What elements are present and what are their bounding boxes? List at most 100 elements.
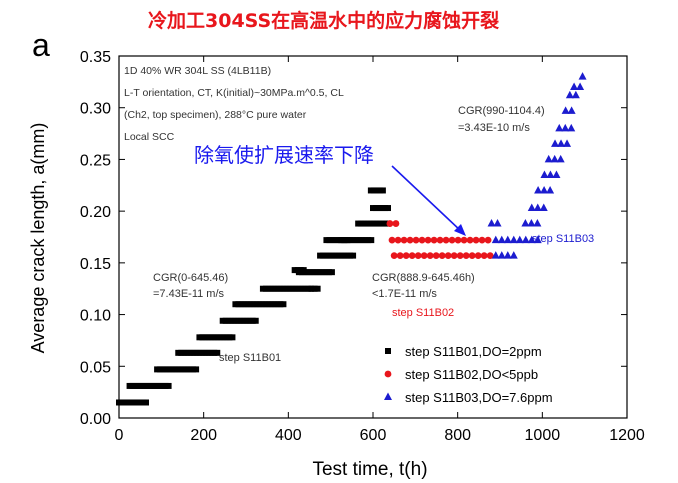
data-point: [420, 252, 428, 260]
x-tick-label: 0: [115, 427, 124, 444]
data-point: [390, 252, 398, 260]
data-point: [565, 90, 574, 99]
data-point: [328, 269, 335, 276]
data-point: [406, 236, 414, 244]
data-point: [388, 236, 396, 244]
data-point: [533, 203, 542, 212]
cgr-mid-line2: <1.7E-11 m/s: [372, 288, 437, 300]
data-point: [503, 235, 512, 244]
data-point: [418, 236, 426, 244]
legend-label: step S11B03,DO=7.6ppm: [405, 390, 553, 405]
data-point: [392, 220, 400, 227]
y-tick-label: 0.10: [80, 308, 111, 325]
data-point: [454, 236, 462, 244]
data-point: [424, 236, 432, 244]
data-point: [280, 301, 287, 308]
data-point: [314, 285, 321, 292]
data-point: [567, 106, 576, 114]
y-tick-label: 0.35: [80, 49, 111, 66]
y-tick-label: 0.30: [80, 101, 111, 118]
data-point: [386, 220, 394, 227]
y-axis-label: Average crack length, a(mm): [28, 123, 48, 354]
data-point: [540, 185, 549, 194]
data-point: [556, 154, 565, 163]
data-point: [385, 205, 391, 212]
data-point: [567, 123, 576, 132]
data-point: [350, 252, 357, 259]
cgr-first-line1: CGR(0-645.46): [153, 272, 228, 284]
annotation-arrow-line: [391, 165, 463, 233]
x-tick-label: 1000: [525, 427, 561, 444]
series-2: [386, 220, 494, 260]
x-tick-label: 1200: [609, 427, 645, 444]
data-point: [534, 185, 543, 194]
data-point: [527, 235, 536, 244]
data-point: [555, 123, 564, 132]
step3-label: step S11B03: [532, 233, 594, 245]
y-tick-label: 0.15: [80, 256, 111, 273]
data-point: [252, 317, 259, 324]
data-point: [432, 252, 440, 260]
data-point: [491, 251, 500, 259]
x-tick-label: 600: [360, 427, 387, 444]
data-point: [412, 236, 420, 244]
data-point: [493, 219, 502, 227]
data-point: [430, 236, 438, 244]
data-point: [578, 72, 587, 80]
data-point: [448, 236, 456, 244]
data-point: [214, 349, 221, 356]
series-3: [487, 72, 587, 259]
data-point: [571, 90, 580, 99]
data-point: [552, 170, 561, 178]
data-point: [468, 252, 476, 260]
y-tick-label: 0.05: [80, 359, 111, 376]
data-point: [478, 236, 486, 244]
data-point: [533, 219, 542, 227]
series-layer: [116, 72, 587, 406]
data-point: [193, 366, 200, 373]
data-point: [442, 236, 450, 244]
data-point: [165, 382, 172, 389]
data-point: [509, 235, 518, 244]
data-point: [557, 139, 566, 147]
data-point: [563, 139, 572, 147]
data-point: [527, 219, 536, 227]
data-point: [576, 82, 585, 91]
data-point: [515, 235, 524, 244]
data-point: [487, 219, 496, 227]
data-point: [533, 235, 542, 244]
x-tick-label: 200: [190, 427, 217, 444]
data-point: [474, 252, 482, 260]
data-point: [472, 236, 480, 244]
cgr-last-line1: CGR(990-1104.4): [458, 105, 545, 117]
chinese-annotation: 除氧使扩展速率下降: [194, 143, 374, 167]
data-point: [379, 187, 386, 194]
data-point: [491, 235, 500, 244]
data-point: [402, 252, 410, 260]
data-point: [394, 236, 402, 244]
data-point: [426, 252, 434, 260]
data-point: [300, 267, 307, 274]
data-point: [460, 236, 468, 244]
data-point: [229, 334, 236, 341]
data-point: [480, 252, 488, 260]
annotation-arrow-head: [454, 224, 466, 236]
data-point: [396, 252, 404, 260]
legend-label: step S11B02,DO<5ppb: [405, 367, 538, 382]
x-tick-label: 400: [275, 427, 302, 444]
data-point: [509, 251, 518, 259]
data-point: [561, 106, 570, 114]
data-point: [466, 236, 474, 244]
page-title: 冷加工304SS在高温水中的应力腐蚀开裂: [148, 10, 500, 32]
info-line-4: Local SCC: [124, 131, 175, 143]
data-point: [368, 237, 375, 244]
data-point: [484, 236, 492, 244]
data-point: [546, 170, 555, 178]
data-point: [408, 252, 416, 260]
legend-marker: [385, 348, 391, 354]
data-point: [436, 236, 444, 244]
data-point: [450, 252, 458, 260]
data-point: [143, 399, 149, 406]
data-point: [497, 235, 506, 244]
